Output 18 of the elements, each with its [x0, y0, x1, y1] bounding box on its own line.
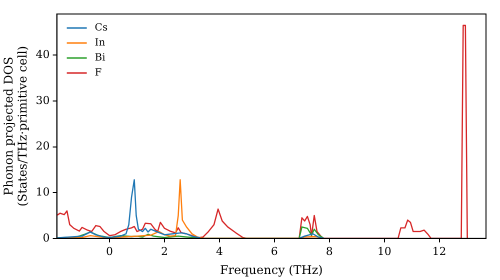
x-tick-label: 0	[106, 244, 114, 258]
y-tick-label: 30	[36, 94, 50, 107]
legend-label: F	[94, 68, 102, 79]
x-tick-label: 8	[326, 244, 333, 258]
x-tick-label: 6	[270, 244, 278, 258]
x-tick-label: 12	[432, 244, 446, 258]
y-axis-title: Phonon projected DOS (States/THz·primitive cell)	[1, 46, 30, 207]
x-tick-label: 4	[216, 244, 223, 258]
y-tick-label: 10	[36, 185, 50, 198]
legend-label: In	[94, 38, 106, 49]
y-tick-label: 0	[42, 231, 50, 244]
legend-label: Bi	[94, 52, 106, 64]
x-axis-title: Frequency (THz)	[220, 262, 323, 277]
legend-label: Cs	[94, 22, 108, 34]
x-tick-label: 2	[161, 244, 168, 258]
y-tick-label: 20	[36, 140, 50, 153]
y-tick-label: 40	[36, 48, 50, 62]
x-tick-label: 10	[377, 244, 392, 258]
